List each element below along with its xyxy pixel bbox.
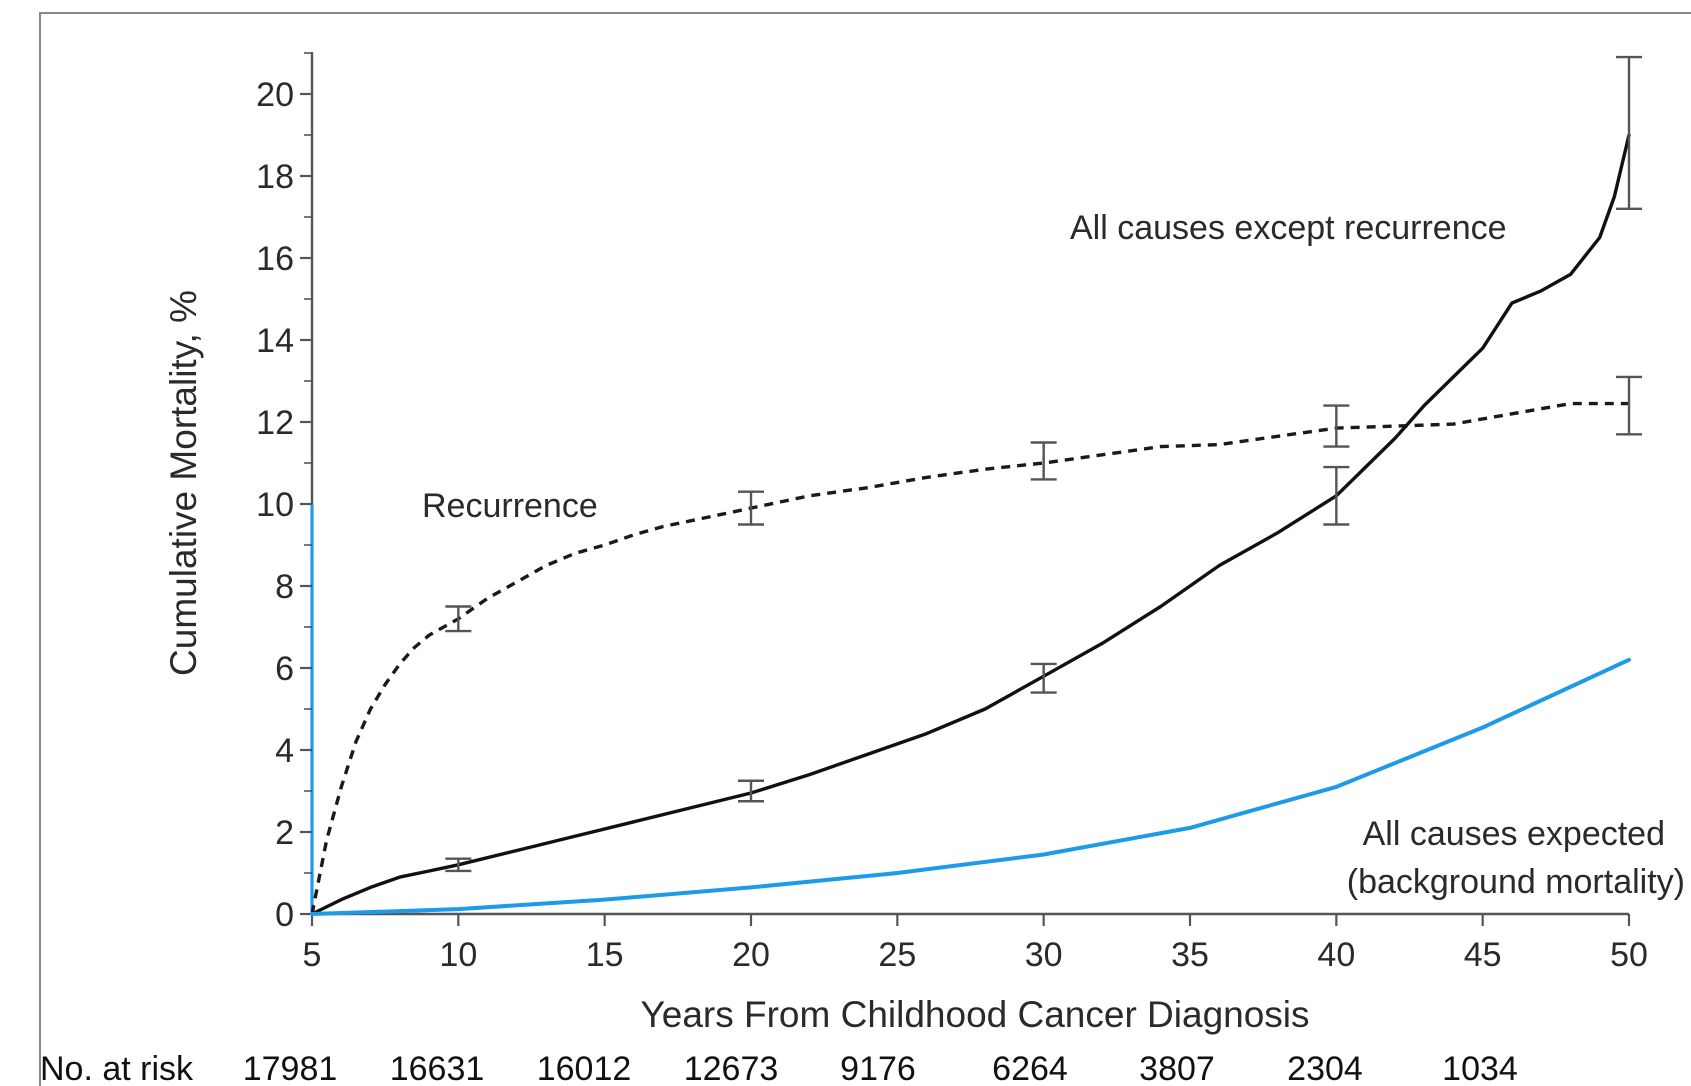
x-axis-title: Years From Childhood Cancer Diagnosis <box>640 994 1309 1035</box>
x-tick-label-10: 10 <box>439 936 477 974</box>
number-at-risk-value: 3807 <box>1139 1050 1215 1086</box>
number-at-risk-value: 12673 <box>684 1050 779 1086</box>
expected-background-line <box>310 657 1631 916</box>
x-tick-label-50: 50 <box>1610 936 1648 974</box>
series-label-recurrence: Recurrence <box>422 487 598 525</box>
error-bar-all-causes-except-recurrence-30 <box>1030 662 1057 694</box>
y-tick-label-14: 14 <box>256 322 294 360</box>
chart-frame <box>39 12 1691 1086</box>
axes: 0 2 4 6 8 10 12 14 16 18 20 5 10 15 20 25 30 35 40 45 50 <box>256 52 1648 974</box>
series-label-all-causes-except-recurrence: All causes except recurrence <box>1070 209 1507 247</box>
x-tick-label-35: 35 <box>1171 936 1209 974</box>
number-at-risk-value: 16012 <box>537 1050 632 1086</box>
all-causes-except-recurrence-line <box>310 133 1631 916</box>
x-tick-label-15: 15 <box>586 936 624 974</box>
series-label-expected-line-1: All causes expected <box>1363 815 1665 853</box>
error-bar-all-causes-except-recurrence-50 <box>1616 55 1642 211</box>
y-tick-label-12: 12 <box>256 404 294 442</box>
y-tick-label-20: 20 <box>256 76 294 114</box>
error-bar-recurrence-30 <box>1030 441 1057 481</box>
y-tick-label-0: 0 <box>275 896 294 934</box>
number-at-risk-value: 17981 <box>243 1050 338 1086</box>
error-bar-all-causes-except-recurrence-10 <box>445 857 472 873</box>
error-bar-recurrence-50 <box>1616 375 1642 436</box>
x-tick-label-25: 25 <box>878 936 916 974</box>
error-bar-recurrence-40 <box>1323 404 1350 448</box>
y-tick-label-4: 4 <box>275 732 294 770</box>
y-tick-label-18: 18 <box>256 158 294 196</box>
error-bar-all-causes-except-recurrence-40 <box>1323 465 1350 526</box>
recurrence-line <box>310 401 1629 915</box>
x-tick-label-40: 40 <box>1317 936 1355 974</box>
x-tick-label-45: 45 <box>1464 936 1502 974</box>
number-at-risk-value: 1034 <box>1442 1050 1518 1086</box>
y-axis-title: Cumulative Mortality, % <box>163 290 204 676</box>
y-tick-label-16: 16 <box>256 240 294 278</box>
number-at-risk-label: No. at risk <box>40 1050 194 1086</box>
x-tick-label-5: 5 <box>303 936 322 974</box>
number-at-risk-value: 16631 <box>390 1050 485 1086</box>
error-bar-recurrence-10 <box>445 605 472 633</box>
x-tick-label-20: 20 <box>732 936 770 974</box>
number-at-risk-value: 2304 <box>1287 1050 1363 1086</box>
y-tick-label-8: 8 <box>275 568 294 606</box>
y-tick-label-10: 10 <box>256 486 294 524</box>
error-bar-recurrence-20 <box>738 490 764 526</box>
y-tick-label-2: 2 <box>275 814 294 852</box>
number-at-risk-value: 9176 <box>840 1050 916 1086</box>
plot-area <box>310 55 1642 916</box>
x-tick-label-30: 30 <box>1025 936 1063 974</box>
number-at-risk-value: 6264 <box>992 1050 1068 1086</box>
number-at-risk-row: No. at risk 17981 16631 16012 12673 9176 6264… <box>40 1050 1518 1086</box>
error-bar-all-causes-except-recurrence-20 <box>738 779 764 803</box>
series-label-expected-line-2: (background mortality) <box>1347 863 1685 901</box>
y-tick-label-6: 6 <box>275 650 294 688</box>
